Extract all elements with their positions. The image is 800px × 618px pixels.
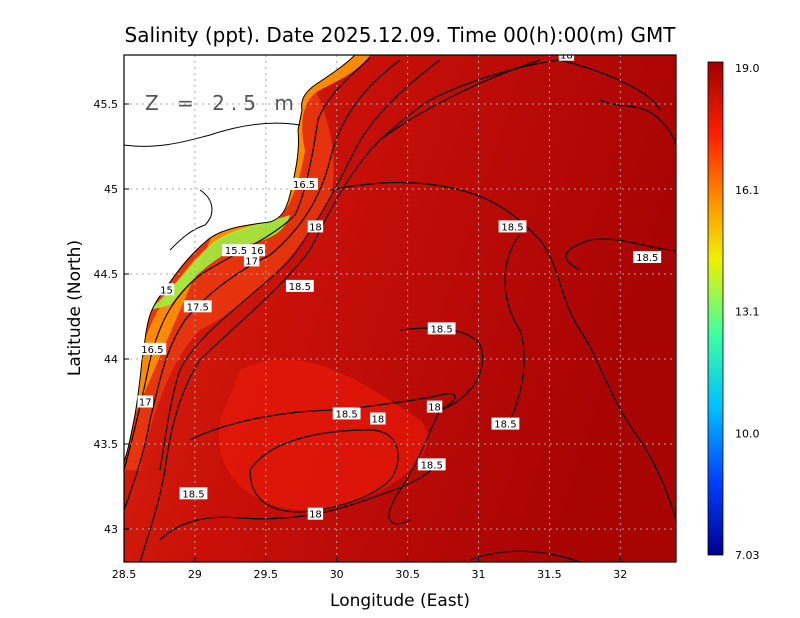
- colorbar-label: 7.03: [735, 549, 760, 562]
- x-tick-label: 28.5: [112, 568, 137, 581]
- land-mass: [124, 55, 356, 463]
- svg-text:17: 17: [139, 398, 152, 409]
- border-line: [124, 122, 301, 147]
- map-title: Salinity (ppt). Date 2025.12.09. Time 00…: [125, 23, 677, 47]
- x-tick-label: 29: [188, 568, 202, 581]
- svg-text:18.5: 18.5: [430, 324, 452, 335]
- depth-label: Z = 2.5 m: [145, 91, 300, 115]
- svg-text:18: 18: [560, 51, 573, 62]
- svg-text:18: 18: [371, 415, 384, 426]
- contour-label: 18.5: [491, 417, 520, 431]
- contour-label: 17: [243, 254, 260, 267]
- x-tick-label: 29.5: [254, 568, 279, 581]
- svg-text:18.5: 18.5: [421, 460, 443, 471]
- x-tick-label: 31.5: [537, 568, 562, 581]
- y-tick-label: 45: [104, 183, 118, 196]
- lake-outline: [169, 189, 213, 251]
- svg-text:18.5: 18.5: [182, 489, 204, 500]
- contour-label: 18.5: [417, 458, 446, 471]
- plot-frame: [123, 54, 677, 563]
- contour-label: 18.5: [285, 279, 314, 293]
- colorbar-label: 10.0: [735, 427, 760, 440]
- svg-text:18.5: 18.5: [494, 420, 516, 431]
- x-tick-label: 30: [330, 568, 344, 581]
- svg-text:18: 18: [309, 510, 322, 521]
- contour-label: 18: [307, 220, 324, 233]
- y-tick-label: 45.5: [94, 98, 119, 111]
- x-tick-label: 30.5: [395, 568, 420, 581]
- svg-text:18.5: 18.5: [636, 253, 658, 264]
- contour-label: 15.5: [222, 244, 250, 257]
- contour-label: 18.5: [498, 220, 527, 233]
- contour-label: 16: [249, 244, 265, 257]
- y-tick-label: 44.5: [94, 268, 119, 281]
- colorbar: [707, 61, 724, 556]
- contour-label: 18: [307, 507, 324, 521]
- contour-label: 18: [426, 400, 443, 414]
- contour-label: 18.5: [427, 322, 456, 335]
- svg-text:16.5: 16.5: [293, 180, 315, 191]
- colorbar-label: 13.1: [735, 306, 760, 319]
- colorbar-label: 16.1: [735, 184, 760, 197]
- contour-label: 15: [158, 283, 175, 296]
- svg-text:16: 16: [251, 246, 264, 257]
- contour-label: 17.5: [183, 300, 212, 313]
- y-axis-label: Latitude (North): [65, 240, 85, 376]
- svg-text:18: 18: [428, 403, 441, 414]
- svg-text:17: 17: [245, 256, 258, 267]
- contour-label: 18.5: [332, 407, 361, 420]
- svg-text:17.5: 17.5: [187, 302, 209, 313]
- axis-ticks: 28.5 29 29.5 30 30.5 31 31.5 32 43 43.5 44 44.5 45 45…: [94, 98, 628, 581]
- svg-text:18.5: 18.5: [335, 409, 357, 420]
- x-tick-label: 31: [472, 568, 486, 581]
- y-tick-label: 43: [104, 523, 118, 536]
- svg-text:18: 18: [309, 222, 322, 233]
- fresh-water-plume: [150, 215, 290, 310]
- contour-label: 17: [137, 395, 153, 409]
- x-tick-label: 32: [613, 568, 627, 581]
- contour-label: 16.5: [290, 177, 318, 191]
- svg-text:18.5: 18.5: [501, 222, 523, 233]
- contour-label: 18: [370, 412, 386, 426]
- contour-label: 18.5: [633, 251, 662, 264]
- lighter-eddy-region: [218, 359, 428, 511]
- colorbar-label: 19.0: [735, 62, 760, 75]
- svg-text:15.5: 15.5: [225, 246, 247, 257]
- colorbar-labels: 19.0 16.1 13.1 10.0 7.03: [735, 62, 760, 562]
- y-tick-label: 43.5: [94, 438, 119, 451]
- contour-label: 18: [558, 51, 575, 62]
- contour-label: 16.5: [138, 342, 167, 356]
- y-tick-label: 44: [104, 353, 118, 366]
- svg-text:18.5: 18.5: [289, 282, 311, 293]
- svg-text:15: 15: [160, 285, 173, 296]
- svg-text:16.5: 16.5: [141, 345, 163, 356]
- x-axis-label: Longitude (East): [330, 591, 470, 611]
- contour-label: 18.5: [179, 487, 208, 500]
